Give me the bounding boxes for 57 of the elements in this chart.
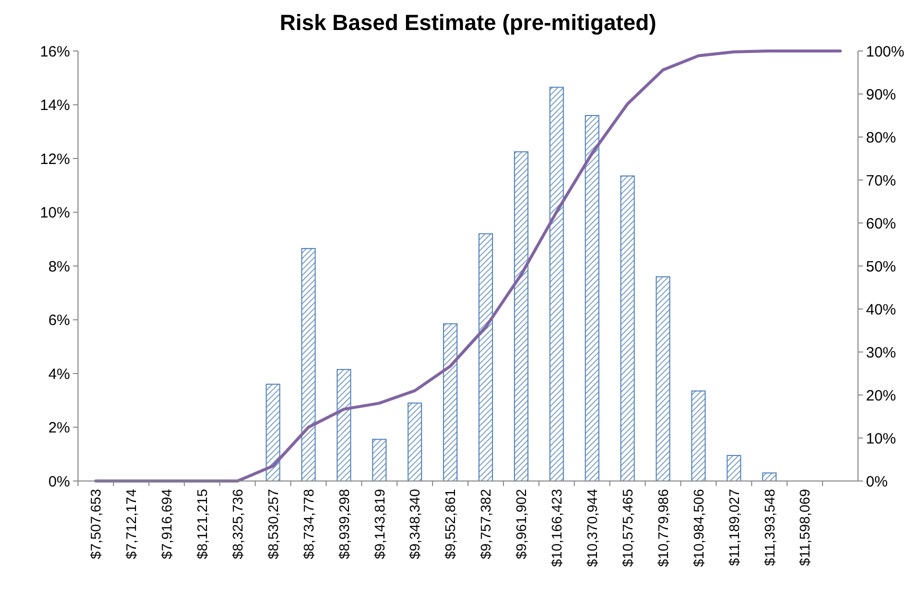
y2-tick-label: 0% bbox=[866, 473, 888, 490]
x-tick-label: $8,530,257 bbox=[264, 488, 281, 560]
bar bbox=[336, 368, 352, 482]
y-tick-label: 8% bbox=[48, 258, 70, 276]
x-tick-label: $10,575,465 bbox=[619, 488, 636, 567]
x-tick-label: $8,325,736 bbox=[229, 488, 246, 560]
y-tick-label: 16% bbox=[40, 43, 70, 60]
bar bbox=[726, 454, 742, 482]
bar bbox=[408, 402, 422, 482]
bar bbox=[584, 115, 600, 482]
y-tick-label: 2% bbox=[48, 420, 70, 436]
x-tick-label: $7,507,653 bbox=[88, 488, 104, 560]
y2-tick-label: 70% bbox=[866, 172, 896, 190]
x-tick-label: $9,961,902 bbox=[513, 488, 530, 560]
bar bbox=[478, 233, 493, 482]
line-series bbox=[94, 50, 842, 482]
y2-tick-label: 30% bbox=[866, 344, 896, 362]
bar bbox=[301, 248, 316, 482]
y2-tick-label: 100% bbox=[866, 43, 904, 60]
x-tick-label: $10,370,944 bbox=[584, 488, 600, 567]
bar bbox=[656, 276, 670, 482]
y2-tick-label: 60% bbox=[866, 215, 896, 232]
y-tick-label: 6% bbox=[48, 312, 70, 329]
y2-tick-label: 20% bbox=[866, 387, 896, 404]
y-tick-label: 0% bbox=[48, 473, 70, 490]
bar bbox=[372, 438, 387, 482]
bar bbox=[549, 86, 564, 482]
y2-tick-label: 90% bbox=[866, 86, 896, 104]
bar bbox=[443, 323, 458, 482]
bar bbox=[266, 384, 280, 482]
x-tick-label: $9,757,382 bbox=[478, 488, 494, 560]
x-tick-label: $9,143,819 bbox=[371, 488, 388, 560]
y-tick-label: 12% bbox=[40, 150, 70, 168]
y-tick-label: 14% bbox=[40, 97, 70, 114]
y2-tick-label: 10% bbox=[866, 430, 896, 448]
x-tick-label: $11,598,069 bbox=[796, 488, 813, 566]
x-tick-label: $7,916,694 bbox=[158, 488, 175, 560]
y2-tick-label: 40% bbox=[866, 301, 896, 318]
y2-tick-label: 50% bbox=[866, 258, 896, 276]
x-tick-label: $9,348,340 bbox=[406, 488, 423, 560]
x-tick-label: $10,166,423 bbox=[548, 488, 565, 567]
x-tick-label: $8,121,215 bbox=[194, 488, 210, 560]
y-tick-label: 4% bbox=[48, 366, 70, 383]
x-tick-label: $10,779,986 bbox=[654, 488, 671, 567]
y-tick-label: 10% bbox=[40, 204, 70, 222]
chart-title: Risk Based Estimate (pre-mitigated) bbox=[280, 10, 656, 35]
x-tick-label: $11,189,027 bbox=[726, 488, 742, 566]
x-tick-label: $8,734,778 bbox=[300, 488, 316, 560]
x-tick-label: $9,552,861 bbox=[442, 488, 458, 560]
x-tick-label: $11,393,548 bbox=[761, 488, 778, 566]
x-tick-label: $7,712,174 bbox=[123, 488, 140, 560]
x-tick-label: $8,939,298 bbox=[336, 488, 352, 560]
bar bbox=[620, 175, 635, 482]
x-tick-label: $10,984,506 bbox=[690, 488, 706, 567]
bar bbox=[691, 390, 706, 482]
y2-tick-label: 80% bbox=[866, 129, 896, 146]
bar bbox=[514, 151, 528, 482]
